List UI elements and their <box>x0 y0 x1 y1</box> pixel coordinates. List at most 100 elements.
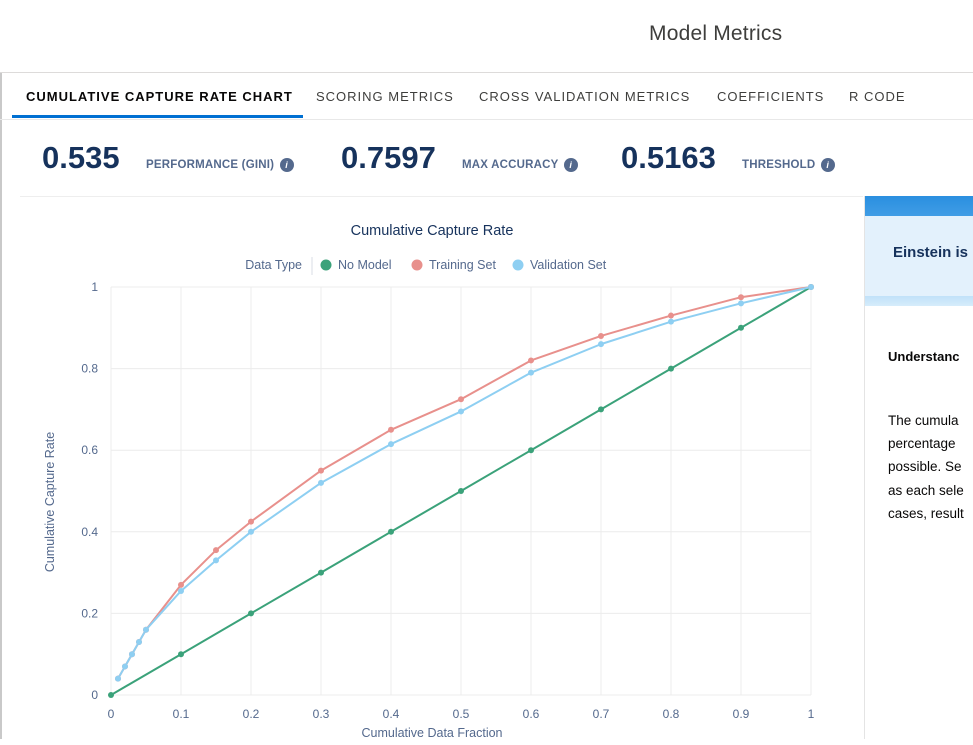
side-panel-text-line: cases, result <box>888 506 964 521</box>
data-point-no-model[interactable] <box>248 610 254 617</box>
y-tick-label: 1 <box>91 280 98 294</box>
data-point-validation-set[interactable] <box>458 408 464 415</box>
max-accuracy-label-text: MAX ACCURACY <box>462 159 559 172</box>
x-tick-label: 0.8 <box>663 707 680 721</box>
y-tick-label: 0.8 <box>81 362 98 376</box>
data-point-validation-set[interactable] <box>668 318 674 325</box>
chart-series <box>108 284 814 698</box>
gini-label-text: PERFORMANCE (GINI) <box>146 159 275 172</box>
legend-swatch-validation-set[interactable] <box>512 259 524 271</box>
x-tick-label: 0.9 <box>733 707 750 721</box>
data-point-no-model[interactable] <box>528 447 534 454</box>
data-point-no-model[interactable] <box>458 488 464 494</box>
data-point-training-set[interactable] <box>248 518 254 525</box>
y-tick-label: 0.4 <box>81 525 98 539</box>
header: Model Metrics <box>0 0 973 73</box>
data-point-validation-set[interactable] <box>808 284 814 290</box>
threshold-label: THRESHOLD i <box>742 158 835 172</box>
data-point-training-set[interactable] <box>178 581 184 588</box>
tab-cumulative-capture-rate-chart[interactable]: CUMULATIVE CAPTURE RATE CHART <box>26 89 293 104</box>
tab-r-code[interactable]: R CODE <box>849 89 906 104</box>
side-panel-text-line: percentage <box>888 436 956 451</box>
data-point-training-set[interactable] <box>388 426 394 433</box>
tab-bar: CUMULATIVE CAPTURE RATE CHART SCORING ME… <box>0 73 973 120</box>
data-point-validation-set[interactable] <box>318 479 324 486</box>
info-icon[interactable]: i <box>563 158 578 172</box>
data-point-validation-set[interactable] <box>213 557 219 564</box>
data-point-no-model[interactable] <box>668 365 674 372</box>
x-tick-label: 0.6 <box>523 707 540 721</box>
data-point-training-set[interactable] <box>318 467 324 474</box>
data-point-validation-set[interactable] <box>598 341 604 348</box>
x-tick-label: 1 <box>808 707 815 721</box>
chart-title: Cumulative Capture Rate <box>351 223 514 239</box>
banner-cloud-band <box>865 216 973 296</box>
data-point-validation-set[interactable] <box>248 528 254 535</box>
data-point-validation-set[interactable] <box>738 300 744 307</box>
tab-coefficients[interactable]: COEFFICIENTS <box>717 89 825 104</box>
info-icon[interactable]: i <box>279 158 294 172</box>
x-tick-label: 0.1 <box>173 707 190 721</box>
data-point-no-model[interactable] <box>598 406 604 413</box>
data-point-training-set[interactable] <box>458 396 464 403</box>
series-line-training-set <box>117 286 812 680</box>
threshold-label-text: THRESHOLD <box>742 159 816 172</box>
tab-cross-validation-metrics[interactable]: CROSS VALIDATION METRICS <box>479 89 691 104</box>
data-point-training-set[interactable] <box>213 547 219 554</box>
page-title: Model Metrics <box>649 22 783 45</box>
data-point-validation-set[interactable] <box>136 638 142 645</box>
side-panel-text-line: possible. Se <box>888 459 962 474</box>
max-accuracy-value: 0.7597 <box>341 140 436 175</box>
tab-scoring-metrics[interactable]: SCORING METRICS <box>316 89 454 104</box>
legend-swatch-training-set[interactable] <box>411 259 423 271</box>
data-point-validation-set[interactable] <box>122 663 128 670</box>
y-tick-label: 0 <box>91 688 98 702</box>
x-axis-label: Cumulative Data Fraction <box>361 726 502 740</box>
data-point-validation-set[interactable] <box>115 675 121 682</box>
x-tick-label: 0.3 <box>313 707 330 721</box>
y-tick-label: 0.6 <box>81 443 98 457</box>
side-panel-text-line: The cumula <box>888 413 959 428</box>
legend-label-training-set[interactable]: Training Set <box>429 258 496 272</box>
legend-label-no-model[interactable]: No Model <box>338 258 392 272</box>
data-point-training-set[interactable] <box>528 357 534 364</box>
einstein-banner-text: Einstein is <box>893 244 969 261</box>
data-point-validation-set[interactable] <box>143 626 149 633</box>
side-panel-heading: Understanc <box>888 349 960 364</box>
legend-swatch-no-model[interactable] <box>320 259 332 271</box>
data-point-no-model[interactable] <box>178 651 184 658</box>
chart-grid <box>110 286 812 696</box>
data-point-validation-set[interactable] <box>388 441 394 448</box>
x-tick-label: 0.2 <box>243 707 260 721</box>
window-edge <box>0 0 2 739</box>
chart-legend: Data Type No Model Training Set Validati… <box>245 257 607 275</box>
info-icon[interactable]: i <box>820 158 835 172</box>
threshold-value: 0.5163 <box>621 140 716 175</box>
data-point-no-model[interactable] <box>738 324 744 331</box>
data-point-validation-set[interactable] <box>528 369 534 376</box>
einstein-banner: Einstein is <box>865 196 973 306</box>
data-point-validation-set[interactable] <box>178 587 184 594</box>
y-axis-label: Cumulative Capture Rate <box>43 432 57 572</box>
x-tick-label: 0.4 <box>383 707 400 721</box>
y-tick-label: 0.2 <box>81 606 98 620</box>
max-accuracy-label: MAX ACCURACY i <box>462 158 578 172</box>
einstein-side-panel: Einstein is Understanc The cumula percen… <box>864 196 973 739</box>
data-point-no-model[interactable] <box>108 692 114 698</box>
data-point-training-set[interactable] <box>598 332 604 339</box>
x-tick-label: 0.5 <box>453 707 470 721</box>
data-point-validation-set[interactable] <box>129 651 135 658</box>
active-tab-indicator <box>12 115 303 118</box>
capture-rate-chart: Cumulative Capture Rate Data Type No Mod… <box>43 223 815 740</box>
side-panel-text-line: as each sele <box>888 483 964 498</box>
chart-container: Cumulative Capture Rate Data Type No Mod… <box>20 196 863 740</box>
data-point-training-set[interactable] <box>738 294 744 301</box>
data-point-no-model[interactable] <box>388 528 394 535</box>
x-tick-label: 0 <box>108 707 115 721</box>
data-point-training-set[interactable] <box>668 312 674 319</box>
data-point-no-model[interactable] <box>318 569 324 576</box>
legend-label-validation-set[interactable]: Validation Set <box>530 258 607 272</box>
chart-ticks: 0 0.1 0.2 0.3 0.4 0.5 0.6 0.7 0.8 0.9 1 0 0.2 0.4 0.6 0… <box>81 280 814 721</box>
x-tick-label: 0.7 <box>593 707 610 721</box>
legend-title: Data Type <box>245 258 302 272</box>
